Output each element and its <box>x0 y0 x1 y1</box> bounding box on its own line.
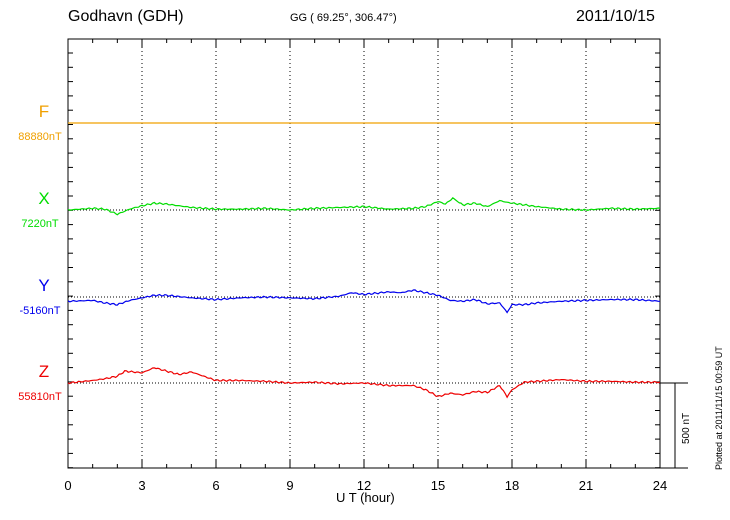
component-baseline-f: 88880nT <box>18 131 62 143</box>
component-label-x: X <box>38 189 49 208</box>
x-tick-label: 12 <box>357 478 371 493</box>
x-tick-label: 0 <box>64 478 71 493</box>
plotted-note: Plotted at 2011/11/15 00:59 UT <box>714 346 724 470</box>
x-tick-label: 21 <box>579 478 593 493</box>
station-coordinates: GG ( 69.25°, 306.47°) <box>290 12 397 24</box>
x-tick-label: 9 <box>286 478 293 493</box>
plot-date: 2011/10/15 <box>576 8 655 25</box>
component-label-z: Z <box>39 362 49 381</box>
trace-z <box>67 367 661 399</box>
scale-bar-label: 500 nT <box>681 412 692 444</box>
station-name: Godhavn (GDH) <box>68 8 184 25</box>
trace-x <box>67 196 661 216</box>
x-tick-label: 24 <box>653 478 667 493</box>
trace-y <box>67 289 660 314</box>
x-tick-label: 15 <box>431 478 445 493</box>
x-axis-label: U T (hour) <box>336 490 395 505</box>
component-baseline-x: 7220nT <box>21 218 59 230</box>
component-label-y: Y <box>38 276 49 295</box>
x-tick-label: 18 <box>505 478 519 493</box>
component-baseline-z: 55810nT <box>18 391 62 403</box>
component-label-f: F <box>39 102 49 121</box>
component-baseline-y: -5160nT <box>20 305 61 317</box>
x-tick-label: 3 <box>138 478 145 493</box>
x-tick-label: 6 <box>212 478 219 493</box>
